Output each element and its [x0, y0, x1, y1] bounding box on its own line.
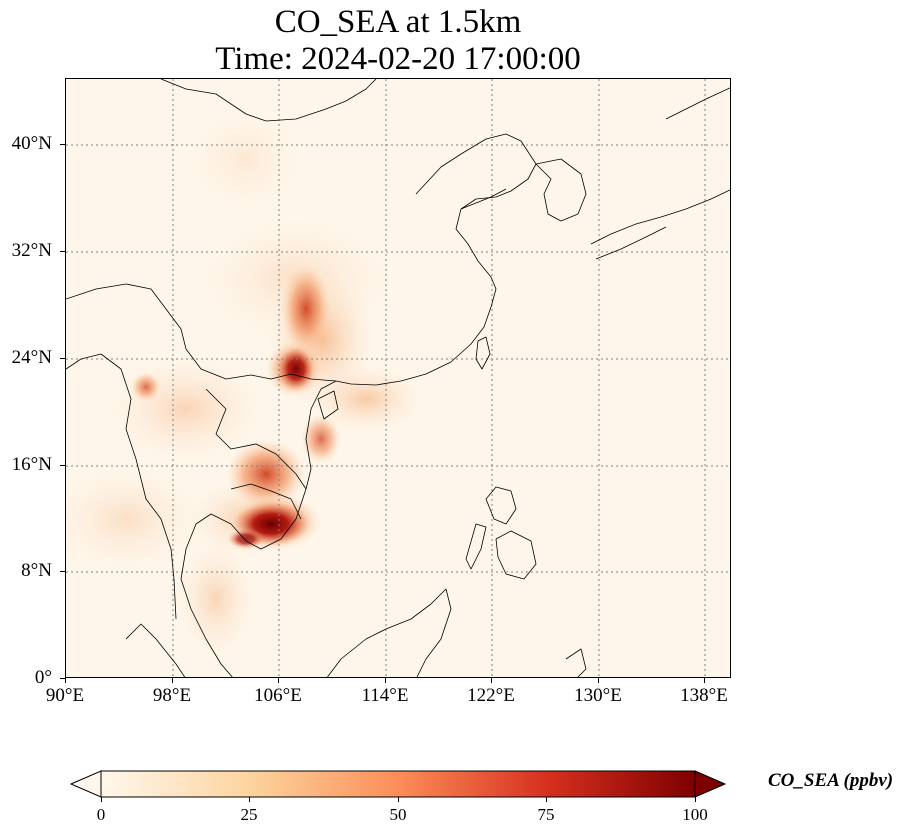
colorbar-extend-max [694, 770, 726, 798]
lat-label: 32°N [11, 240, 52, 261]
map-panel [65, 78, 731, 678]
lon-label: 90°E [45, 685, 85, 706]
lat-label: 8°N [21, 560, 52, 581]
lon-tick [172, 678, 173, 683]
lon-label: 130°E [574, 685, 622, 706]
colorbar-tick-label: 25 [240, 805, 258, 824]
map-gridlines [66, 79, 730, 677]
colorbar-tick [695, 797, 696, 802]
colorbar-tick-label: 50 [389, 805, 407, 824]
lat-label: 24°N [11, 347, 52, 368]
plot-title-variable: CO_SEA at 1.5km [274, 4, 522, 40]
lon-label: 114°E [361, 685, 409, 706]
concentration-field [66, 99, 426, 659]
colorbar-tick-label: 100 [682, 805, 708, 824]
colorbar-tick [546, 797, 547, 802]
colorbar-tick [398, 797, 399, 802]
lat-tick-24n [60, 358, 65, 359]
map-canvas [66, 79, 730, 677]
lon-label: 138°E [680, 685, 728, 706]
lat-tick-16n [60, 465, 65, 466]
lon-tick [491, 678, 492, 683]
colorbar-title: CO_SEA (ppbv) [768, 770, 894, 791]
lon-tick [65, 678, 66, 683]
lon-tick [385, 678, 386, 683]
lat-tick-8n [60, 571, 65, 572]
lon-tick [278, 678, 279, 683]
colorbar-tick [249, 797, 250, 802]
colorbar-extend-min [70, 770, 102, 798]
colorbar-tick [101, 797, 102, 802]
lon-label: 106°E [254, 685, 302, 706]
lon-tick [598, 678, 599, 683]
lat-label: 16°N [11, 454, 52, 475]
lat-label: 40°N [11, 133, 52, 154]
colorbar-tick-label: 0 [96, 805, 106, 824]
colorbar-gradient [100, 770, 696, 798]
plot-title-time: Time: 2024-02-20 17:00:00 [215, 41, 581, 77]
colorbar [70, 770, 726, 798]
coastlines [66, 79, 730, 677]
colorbar-tick-label: 75 [537, 805, 555, 824]
lat-tick-32n [60, 251, 65, 252]
lon-tick [704, 678, 705, 683]
lat-tick-40n [60, 144, 65, 145]
lon-label: 122°E [467, 685, 515, 706]
lat-label: 0° [34, 667, 52, 688]
lon-label: 98°E [152, 685, 192, 706]
lat-tick-0 [60, 678, 65, 679]
